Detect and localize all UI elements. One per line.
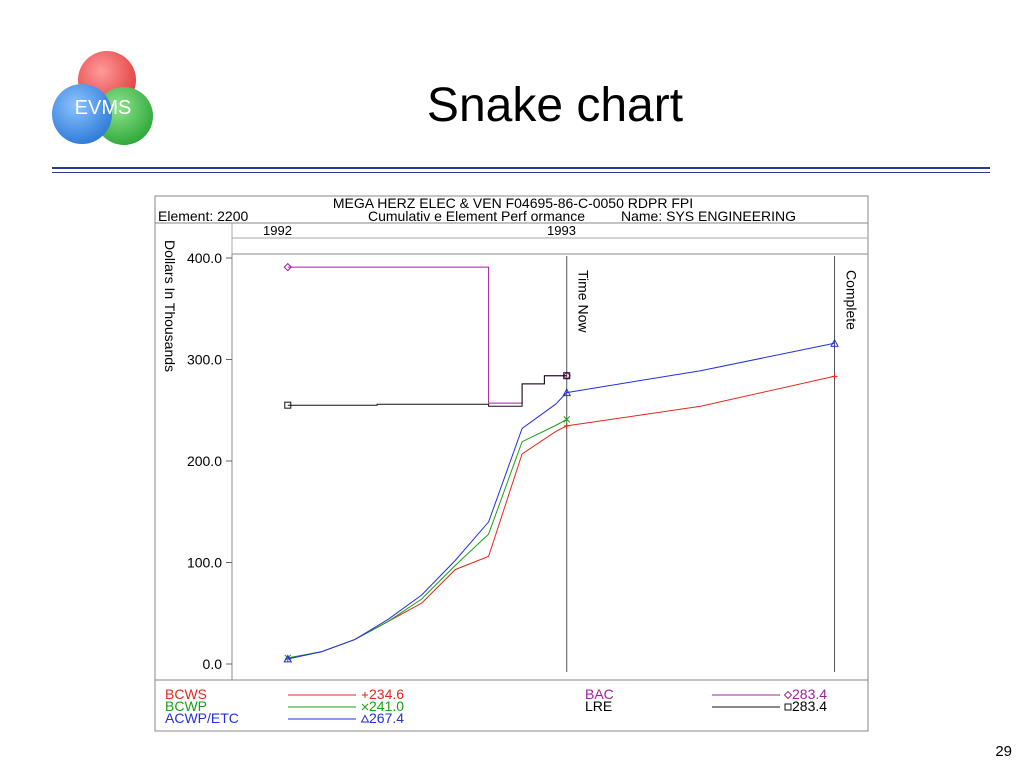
y-tick-label: 300.0 — [187, 352, 222, 368]
chart-frame — [154, 195, 869, 732]
y-tick-label: 100.0 — [187, 555, 222, 571]
legend-label: ACWP/ETC — [165, 710, 239, 726]
year-label-1993: 1993 — [547, 223, 576, 238]
legend-label: BCWS — [165, 686, 207, 702]
legend-label: BAC — [585, 686, 614, 702]
series-line — [287, 418, 567, 659]
series-bcwp — [284, 416, 571, 662]
data-point — [563, 372, 571, 380]
year-label-1992: 1992 — [263, 223, 292, 238]
series-bcws — [284, 373, 838, 662]
data-point — [783, 690, 793, 700]
data-point — [563, 422, 570, 429]
data-point — [283, 654, 293, 663]
y-tick-label: 400.0 — [187, 250, 222, 266]
legend-value: 283.4 — [792, 698, 827, 714]
data-point — [283, 262, 292, 272]
title-divider-thin — [52, 172, 990, 173]
legend-entry: LRE 283.4 — [585, 698, 827, 714]
legend-value: 241.0 — [369, 698, 404, 714]
data-point — [362, 692, 368, 698]
series-lines — [283, 262, 839, 663]
marker-label: Time Now — [576, 270, 592, 333]
data-point — [562, 388, 572, 397]
logo-text: EVMS — [75, 97, 132, 119]
data-point — [784, 703, 792, 711]
marker-label: Complete — [844, 270, 860, 330]
data-point — [284, 401, 292, 409]
legend-value: 283.4 — [792, 686, 827, 702]
series-line — [287, 342, 835, 660]
header-subtitle: Cumulativ e Element Perf ormance — [368, 208, 585, 224]
legend-value: 267.4 — [369, 710, 404, 726]
legend-value: 234.6 — [369, 686, 404, 702]
y-tick-label: 0.0 — [203, 656, 223, 672]
y-tick-label: 200.0 — [187, 453, 222, 469]
slide-title: Snake chart — [426, 79, 684, 132]
data-point — [830, 338, 839, 347]
legend-entry: BCWP 241.0 — [165, 698, 404, 714]
legend-label: LRE — [585, 698, 612, 714]
series-lre — [284, 372, 571, 409]
series-acwp-etc — [283, 338, 839, 663]
series-line — [287, 266, 567, 404]
data-point — [831, 373, 838, 380]
page-number: 29 — [995, 743, 1012, 760]
header-element: Element: 2200 — [158, 208, 248, 224]
title-divider — [52, 167, 990, 169]
header-name: Name: SYS ENGINEERING — [621, 208, 796, 224]
event-markers: Time Now Complete — [566, 256, 860, 672]
y-axis-label: Dollars In Thousands — [162, 240, 178, 372]
legend-entry: BAC 283.4 — [585, 686, 827, 702]
green-circle — [95, 87, 153, 145]
data-point — [360, 714, 370, 723]
evms-logo: EVMS — [48, 48, 158, 148]
series-line — [287, 375, 567, 407]
legend-label: BCWP — [165, 698, 207, 714]
series-bac — [283, 262, 571, 404]
y-ticks: 0.0 100.0 200.0 300.0 400.0 — [187, 250, 232, 672]
legend-entry: BCWS 234.6 — [165, 686, 404, 702]
data-point — [563, 416, 571, 423]
blue-circle — [52, 84, 112, 144]
legend-entry: ACWP/ETC 267.4 — [165, 710, 404, 726]
data-point — [361, 703, 369, 711]
header-line1: MEGA HERZ ELEC & VEN F04695-86-C-0050 RD… — [333, 195, 693, 211]
series-line — [287, 375, 835, 660]
